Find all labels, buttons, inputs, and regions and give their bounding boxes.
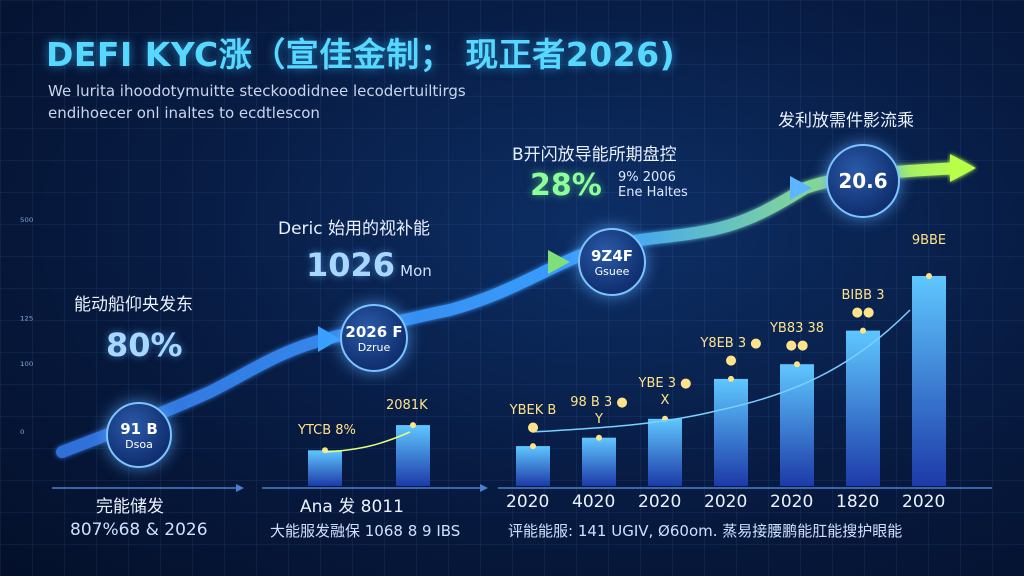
left-heading: 能动船仰央发东: [74, 295, 193, 315]
right-mid-circle-badge: 9Z4F Gsuee: [578, 228, 646, 296]
mid-heading: Deric 始用的视补能: [278, 219, 431, 239]
bar-top-dot: [794, 361, 800, 368]
arrow-head-icon: [790, 176, 812, 200]
bar-value-label: YBE 3 ● X: [638, 375, 692, 408]
bar-value-label: Y8EB 3 ● ●: [700, 335, 762, 368]
circle-caption: Dzrue: [357, 340, 391, 354]
x-tick-label: 2020: [902, 492, 946, 512]
bar: [846, 330, 880, 486]
bar-value-label: BIBB 3 ●●: [841, 287, 885, 320]
trend-line: [531, 309, 911, 433]
bar: [648, 418, 682, 486]
x-tick-label: 4020: [572, 492, 616, 512]
mid-value: 1026: [306, 246, 396, 284]
mid-axis-arrow-icon: [480, 484, 488, 492]
x-tick-label: 1820: [836, 492, 880, 512]
x-tick-label: 2020: [506, 492, 550, 512]
right-footer: 评能能服: 141 UGIV, Ø60om. 蒸易接腰鹏能肛能搜护眼能: [508, 522, 903, 540]
bar-value-label: YTCB 8%: [298, 423, 356, 439]
x-tick-label: 2020: [638, 492, 682, 512]
arrow-head-icon: [548, 250, 570, 274]
bar: [308, 450, 342, 486]
y-tick-label: ¹²⁵: [20, 314, 34, 327]
circle-value: 9Z4F: [591, 246, 633, 265]
right-top-circle-badge: 20.6: [826, 144, 900, 218]
bar-value-label: YB83 38 ●●: [769, 321, 825, 354]
circle-value: 20.6: [838, 169, 888, 193]
x-tick-label: 2020: [770, 492, 814, 512]
trend-line: [324, 431, 411, 453]
mid-x-label: Ana 发 8011: [300, 497, 404, 517]
bar-top-dot: [860, 327, 866, 334]
subtitle-line: We lurita ihoodotymuitte steckoodidnee l…: [48, 82, 466, 100]
y-tick-label: ₅₀₀: [20, 212, 34, 225]
bar: [516, 446, 550, 486]
bar-top-dot: [530, 443, 536, 450]
circle-value: 2026 F: [345, 322, 403, 341]
bar: [714, 378, 748, 486]
subtitle-line: endihoecer onl inaltes to ecdtlescon: [48, 104, 320, 122]
bar-top-dot: [728, 375, 734, 382]
mid-circle-badge: 2026 F Dzrue: [340, 304, 408, 372]
bar-top-dot: [410, 422, 416, 429]
right-heading: 发利放需件影流乘: [778, 111, 914, 131]
bar-value-label: YBEK B ●: [509, 403, 557, 436]
growth-arrow-head-icon: [950, 154, 976, 182]
left-x-label: 完能储发: [96, 497, 164, 517]
bar: [912, 276, 946, 486]
bar-top-dot: [596, 434, 602, 441]
right-green-caption: 9% 2006 Ene Haltes: [618, 170, 688, 200]
bar-value-label: 9BBE: [911, 233, 947, 248]
right-green-value: 28%: [530, 168, 602, 203]
bar-value-label: 2081K: [386, 398, 428, 414]
subtitle: We lurita ihoodotymuitte steckoodidnee l…: [48, 80, 568, 124]
mid-value-group: 1026 Mon: [306, 246, 432, 284]
left-value: 80%: [106, 326, 183, 364]
y-tick-label: ₁₀₀: [20, 356, 34, 369]
bar: [780, 364, 814, 486]
left-axis-arrow-icon: [236, 484, 244, 492]
x-tick-label: 2020: [704, 492, 748, 512]
mid-value-suffix: Mon: [400, 262, 432, 280]
left-circle-badge: 91 B Dsoa: [106, 402, 172, 468]
page-title: DEFI KYC涨（宣佳金制； 现正者2026): [46, 35, 676, 74]
circle-caption: Gsuee: [594, 264, 630, 278]
bar: [582, 437, 616, 486]
circle-caption: Dsoa: [125, 437, 153, 451]
right-green-heading: B开闪放导能所期盘控: [512, 145, 677, 165]
arrow-head-icon: [318, 326, 340, 352]
bar: [396, 425, 430, 486]
y-tick-label: ₀: [20, 424, 25, 437]
bar-top-dot: [926, 273, 932, 279]
circle-value: 91 B: [120, 419, 158, 438]
left-footer: 807%68 & 2026: [70, 520, 208, 540]
mid-footer: 大能服发融保 1068 8 9 IBS: [270, 522, 461, 540]
bar-value-label: 98 B 3 ● Y: [570, 394, 628, 427]
